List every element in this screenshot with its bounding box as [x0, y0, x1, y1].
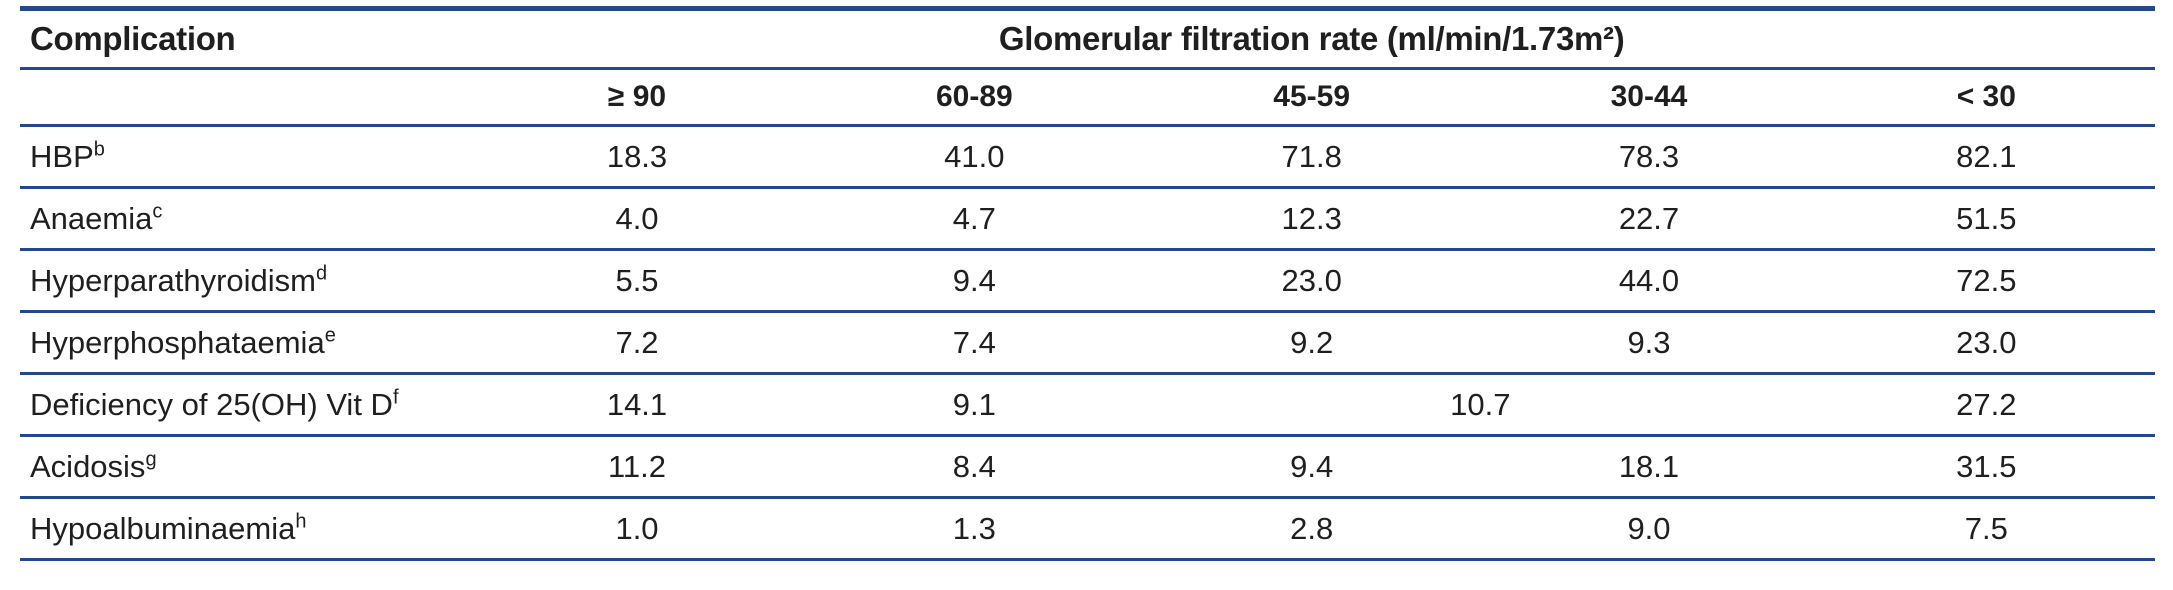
table-row-anaemia: Anaemiac 4.0 4.7 12.3 22.7 51.5: [20, 187, 2155, 251]
cell-value: 4.0: [468, 187, 806, 251]
cell-value: 78.3: [1480, 125, 1818, 189]
cell-value: 22.7: [1480, 187, 1818, 251]
row-label-cell: HBPb: [20, 125, 469, 189]
cell-value: 12.3: [1143, 187, 1481, 251]
footnote-marker: g: [145, 448, 157, 471]
cell-value: 9.3: [1480, 311, 1818, 375]
row-label: Hyperparathyroidism: [30, 262, 316, 298]
row-label-cell: Deficiency of 25(OH) Vit Df: [20, 373, 469, 437]
cell-value: 9.4: [1143, 435, 1481, 499]
cell-value: 18.3: [468, 125, 806, 189]
row-label-cell: Hypoalbuminaemiah: [20, 497, 469, 561]
footnote-marker: h: [295, 510, 307, 533]
gfr-subheader-60-89: 60-89: [805, 68, 1143, 127]
row-label-cell: Anaemiac: [20, 187, 469, 251]
cell-value: 11.2: [468, 435, 806, 499]
row-label-cell: Hyperphosphataemiae: [20, 311, 469, 375]
row-label-cell: Hyperparathyroidismd: [20, 249, 469, 313]
cell-value: 7.4: [805, 311, 1143, 375]
cell-value: 7.2: [468, 311, 806, 375]
cell-value: 41.0: [805, 125, 1143, 189]
row-label: Anaemia: [30, 200, 153, 236]
footnote-marker: f: [392, 386, 399, 409]
table-row-acidosis: Acidosisg 11.2 8.4 9.4 18.1 31.5: [20, 435, 2155, 499]
cell-value: 23.0: [1817, 311, 2155, 375]
table-row-vit-d-deficiency: Deficiency of 25(OH) Vit Df 14.1 9.1 10.…: [20, 373, 2155, 437]
table-row-hypoalbuminaemia: Hypoalbuminaemiah 1.0 1.3 2.8 9.0 7.5: [20, 497, 2155, 561]
table-row-hbp: HBPb 18.3 41.0 71.8 78.3 82.1: [20, 125, 2155, 189]
table-row-hyperparathyroidism: Hyperparathyroidismd 5.5 9.4 23.0 44.0 7…: [20, 249, 2155, 313]
footnote-marker: c: [152, 200, 163, 223]
cell-value: 5.5: [468, 249, 806, 313]
cell-value: 9.1: [805, 373, 1143, 437]
cell-value: 2.8: [1143, 497, 1481, 561]
header-row-gfr-ranges: ≥ 90 60-89 45-59 30-44 < 30: [20, 68, 2155, 127]
column-header-gfr-spanner: Glomerular filtration rate (ml/min/1.73m…: [468, 6, 2155, 70]
row-label: Hypoalbuminaemia: [30, 510, 296, 546]
footnote-marker: d: [316, 262, 328, 285]
row-label: Deficiency of 25(OH) Vit D: [30, 386, 393, 422]
cell-value: 9.2: [1143, 311, 1481, 375]
gfr-subheader-45-59: 45-59: [1143, 68, 1481, 127]
row-label: Hyperphosphataemia: [30, 324, 325, 360]
cell-value: 23.0: [1143, 249, 1481, 313]
cell-value: 1.3: [805, 497, 1143, 561]
cell-value: 1.0: [468, 497, 806, 561]
footnote-marker: b: [93, 138, 105, 161]
gfr-subheader-lt-30: < 30: [1817, 68, 2155, 127]
row-label-cell: Acidosisg: [20, 435, 469, 499]
cell-value: 14.1: [468, 373, 806, 437]
cell-value: 51.5: [1817, 187, 2155, 251]
cell-value: 9.0: [1480, 497, 1818, 561]
row-label: Acidosis: [30, 448, 146, 484]
cell-value: 18.1: [1480, 435, 1818, 499]
cell-value: 7.5: [1817, 497, 2155, 561]
complications-by-gfr-table: Complication Glomerular filtration rate …: [20, 6, 2155, 561]
table-row-hyperphosphataemia: Hyperphosphataemiae 7.2 7.4 9.2 9.3 23.0: [20, 311, 2155, 375]
cell-value: 72.5: [1817, 249, 2155, 313]
cell-value: 31.5: [1817, 435, 2155, 499]
footnote-marker: e: [324, 324, 336, 347]
gfr-subheader-empty: [20, 68, 469, 127]
cell-value: 71.8: [1143, 125, 1481, 189]
cell-value: 44.0: [1480, 249, 1818, 313]
cell-value: 82.1: [1817, 125, 2155, 189]
cell-value: 8.4: [805, 435, 1143, 499]
gfr-subheader-gte-90: ≥ 90: [468, 68, 806, 127]
column-header-complication: Complication: [20, 6, 469, 70]
cell-value: 27.2: [1817, 373, 2155, 437]
cell-value: 4.7: [805, 187, 1143, 251]
cell-value: 9.4: [805, 249, 1143, 313]
header-row-spanner: Complication Glomerular filtration rate …: [20, 6, 2155, 70]
cell-value-merged-45-59-30-44: 10.7: [1143, 373, 1818, 437]
gfr-subheader-30-44: 30-44: [1480, 68, 1818, 127]
row-label: HBP: [30, 138, 94, 174]
